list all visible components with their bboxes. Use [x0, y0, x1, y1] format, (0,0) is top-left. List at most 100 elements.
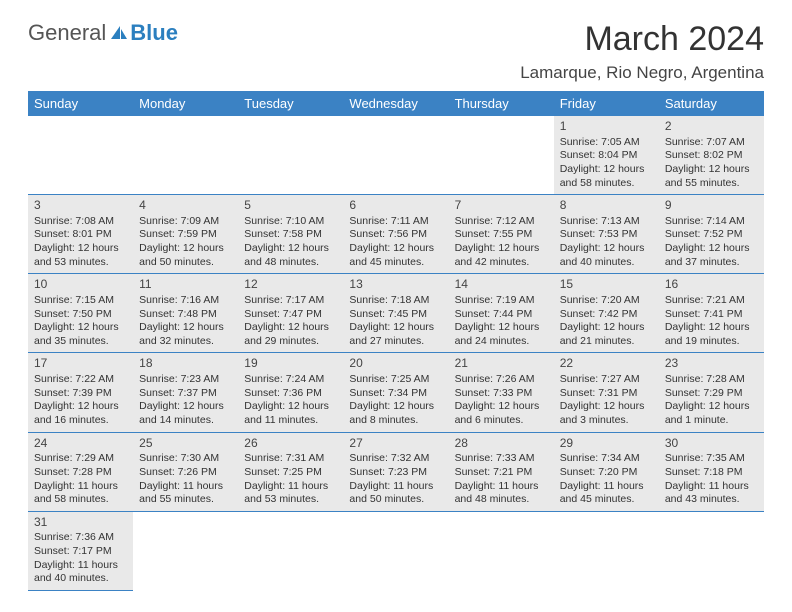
daylight-text: and 27 minutes. [349, 335, 442, 349]
calendar-cell: 25Sunrise: 7:30 AMSunset: 7:26 PMDayligh… [133, 432, 238, 511]
calendar-cell [554, 511, 659, 590]
daylight-text: and 40 minutes. [560, 256, 653, 270]
daylight-text: and 16 minutes. [34, 414, 127, 428]
day-number: 25 [139, 436, 232, 452]
calendar-cell: 15Sunrise: 7:20 AMSunset: 7:42 PMDayligh… [554, 274, 659, 353]
day-header: Monday [133, 91, 238, 116]
sunrise-text: Sunrise: 7:08 AM [34, 215, 127, 229]
sunset-text: Sunset: 7:47 PM [244, 308, 337, 322]
sunrise-text: Sunrise: 7:09 AM [139, 215, 232, 229]
daylight-text: and 48 minutes. [244, 256, 337, 270]
sunrise-text: Sunrise: 7:30 AM [139, 452, 232, 466]
daylight-text: Daylight: 12 hours [349, 242, 442, 256]
logo: General Blue [28, 20, 178, 46]
calendar-cell [238, 116, 343, 195]
daylight-text: and 24 minutes. [455, 335, 548, 349]
sunrise-text: Sunrise: 7:28 AM [665, 373, 758, 387]
sunrise-text: Sunrise: 7:32 AM [349, 452, 442, 466]
daylight-text: Daylight: 11 hours [34, 559, 127, 573]
sunrise-text: Sunrise: 7:21 AM [665, 294, 758, 308]
day-header: Tuesday [238, 91, 343, 116]
daylight-text: and 53 minutes. [34, 256, 127, 270]
day-header: Saturday [659, 91, 764, 116]
sunset-text: Sunset: 7:59 PM [139, 228, 232, 242]
calendar-cell: 21Sunrise: 7:26 AMSunset: 7:33 PMDayligh… [449, 353, 554, 432]
sunset-text: Sunset: 8:02 PM [665, 149, 758, 163]
day-number: 11 [139, 277, 232, 293]
daylight-text: Daylight: 12 hours [244, 321, 337, 335]
sunset-text: Sunset: 7:21 PM [455, 466, 548, 480]
calendar-cell: 1Sunrise: 7:05 AMSunset: 8:04 PMDaylight… [554, 116, 659, 195]
location-text: Lamarque, Rio Negro, Argentina [28, 63, 764, 83]
daylight-text: Daylight: 12 hours [34, 400, 127, 414]
calendar-cell: 26Sunrise: 7:31 AMSunset: 7:25 PMDayligh… [238, 432, 343, 511]
daylight-text: Daylight: 12 hours [560, 321, 653, 335]
day-number: 10 [34, 277, 127, 293]
daylight-text: and 37 minutes. [665, 256, 758, 270]
sunrise-text: Sunrise: 7:23 AM [139, 373, 232, 387]
calendar-week: 1Sunrise: 7:05 AMSunset: 8:04 PMDaylight… [28, 116, 764, 195]
day-number: 22 [560, 356, 653, 372]
sunrise-text: Sunrise: 7:07 AM [665, 136, 758, 150]
sunset-text: Sunset: 7:56 PM [349, 228, 442, 242]
daylight-text: and 32 minutes. [139, 335, 232, 349]
sunset-text: Sunset: 7:20 PM [560, 466, 653, 480]
day-number: 28 [455, 436, 548, 452]
daylight-text: Daylight: 12 hours [139, 400, 232, 414]
sunrise-text: Sunrise: 7:16 AM [139, 294, 232, 308]
sunrise-text: Sunrise: 7:13 AM [560, 215, 653, 229]
sunrise-text: Sunrise: 7:34 AM [560, 452, 653, 466]
calendar-cell: 18Sunrise: 7:23 AMSunset: 7:37 PMDayligh… [133, 353, 238, 432]
daylight-text: and 42 minutes. [455, 256, 548, 270]
day-number: 31 [34, 515, 127, 531]
day-header: Sunday [28, 91, 133, 116]
daylight-text: and 35 minutes. [34, 335, 127, 349]
daylight-text: Daylight: 11 hours [34, 480, 127, 494]
daylight-text: Daylight: 11 hours [455, 480, 548, 494]
daylight-text: Daylight: 12 hours [139, 242, 232, 256]
calendar-cell [449, 116, 554, 195]
daylight-text: and 1 minute. [665, 414, 758, 428]
sunrise-text: Sunrise: 7:29 AM [34, 452, 127, 466]
calendar-cell: 31Sunrise: 7:36 AMSunset: 7:17 PMDayligh… [28, 511, 133, 590]
sunset-text: Sunset: 8:01 PM [34, 228, 127, 242]
day-number: 5 [244, 198, 337, 214]
sunrise-text: Sunrise: 7:11 AM [349, 215, 442, 229]
calendar-cell: 14Sunrise: 7:19 AMSunset: 7:44 PMDayligh… [449, 274, 554, 353]
sunset-text: Sunset: 8:04 PM [560, 149, 653, 163]
daylight-text: and 50 minutes. [139, 256, 232, 270]
daylight-text: and 8 minutes. [349, 414, 442, 428]
calendar-cell: 4Sunrise: 7:09 AMSunset: 7:59 PMDaylight… [133, 195, 238, 274]
sunset-text: Sunset: 7:55 PM [455, 228, 548, 242]
sunset-text: Sunset: 7:48 PM [139, 308, 232, 322]
sail-icon [109, 24, 129, 42]
day-number: 21 [455, 356, 548, 372]
daylight-text: Daylight: 11 hours [560, 480, 653, 494]
sunrise-text: Sunrise: 7:12 AM [455, 215, 548, 229]
daylight-text: Daylight: 12 hours [349, 321, 442, 335]
daylight-text: and 45 minutes. [560, 493, 653, 507]
day-number: 17 [34, 356, 127, 372]
calendar-cell [133, 511, 238, 590]
calendar-cell: 10Sunrise: 7:15 AMSunset: 7:50 PMDayligh… [28, 274, 133, 353]
calendar-cell [28, 116, 133, 195]
calendar-cell: 23Sunrise: 7:28 AMSunset: 7:29 PMDayligh… [659, 353, 764, 432]
daylight-text: Daylight: 12 hours [455, 400, 548, 414]
calendar-cell: 17Sunrise: 7:22 AMSunset: 7:39 PMDayligh… [28, 353, 133, 432]
sunset-text: Sunset: 7:29 PM [665, 387, 758, 401]
sunrise-text: Sunrise: 7:26 AM [455, 373, 548, 387]
calendar-cell: 29Sunrise: 7:34 AMSunset: 7:20 PMDayligh… [554, 432, 659, 511]
sunset-text: Sunset: 7:33 PM [455, 387, 548, 401]
page-title: March 2024 [584, 20, 764, 59]
calendar-week: 31Sunrise: 7:36 AMSunset: 7:17 PMDayligh… [28, 511, 764, 590]
sunrise-text: Sunrise: 7:14 AM [665, 215, 758, 229]
day-number: 27 [349, 436, 442, 452]
day-number: 26 [244, 436, 337, 452]
sunset-text: Sunset: 7:28 PM [34, 466, 127, 480]
sunset-text: Sunset: 7:34 PM [349, 387, 442, 401]
daylight-text: and 29 minutes. [244, 335, 337, 349]
calendar-cell: 20Sunrise: 7:25 AMSunset: 7:34 PMDayligh… [343, 353, 448, 432]
daylight-text: and 48 minutes. [455, 493, 548, 507]
sunrise-text: Sunrise: 7:31 AM [244, 452, 337, 466]
sunset-text: Sunset: 7:36 PM [244, 387, 337, 401]
